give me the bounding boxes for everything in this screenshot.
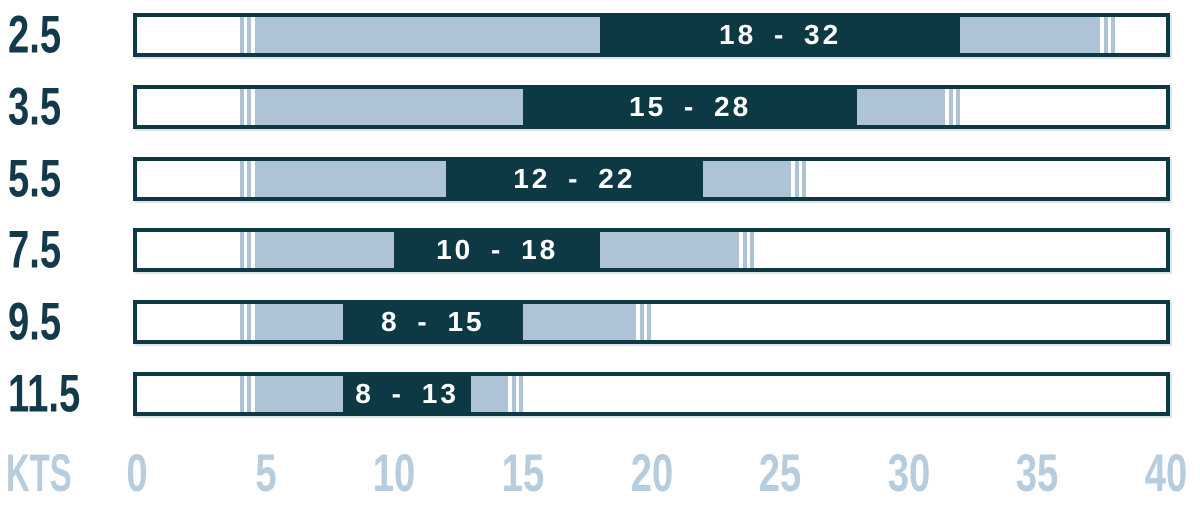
axis-tick: 25 — [758, 444, 802, 503]
ideal-range-label: 18 - 32 — [719, 19, 842, 50]
wind-range-bar: 8 - 15 — [133, 300, 1170, 344]
sail-row: 2.5 18 - 32 — [0, 9, 1200, 62]
sail-size-label: 9.5 — [8, 296, 82, 349]
x-axis: KTS 0 5 10 15 20 25 30 35 40 — [0, 443, 1200, 505]
wind-range-bar: 10 - 18 — [133, 228, 1170, 272]
sail-size-label: 5.5 — [8, 153, 82, 206]
ideal-range-label: 15 - 28 — [629, 91, 752, 122]
sail-row: 11.5 8 - 13 — [0, 368, 1200, 421]
ideal-range-band: 12 - 22 — [445, 161, 703, 197]
sail-size-text: 11.5 — [8, 364, 81, 424]
sail-row: 9.5 8 - 15 — [0, 296, 1200, 349]
sail-size-label: 3.5 — [8, 81, 82, 134]
wind-range-bar: 15 - 28 — [133, 85, 1170, 129]
axis-tick: 40 — [1144, 444, 1188, 503]
sail-size-text: 7.5 — [8, 220, 62, 280]
ideal-range-band: 8 - 15 — [342, 304, 523, 340]
ideal-range-band: 18 - 32 — [600, 17, 961, 53]
wind-range-bar: 18 - 32 — [133, 13, 1170, 57]
sail-size-label: 2.5 — [8, 9, 82, 62]
ideal-range-band: 15 - 28 — [522, 89, 858, 125]
axis-tick: 15 — [501, 444, 545, 503]
wind-range-bar: 8 - 13 — [133, 372, 1170, 416]
sail-row: 7.5 10 - 18 — [0, 224, 1200, 277]
axis-tick: 5 — [255, 444, 277, 503]
axis-unit-label: KTS — [6, 444, 72, 503]
axis-tick: 20 — [630, 444, 673, 503]
axis-tick: 35 — [1016, 444, 1059, 503]
sail-size-label: 7.5 — [8, 224, 82, 277]
wind-range-bar: 12 - 22 — [133, 157, 1170, 201]
ideal-range-band: 10 - 18 — [394, 232, 601, 268]
sail-size-text: 3.5 — [8, 77, 62, 137]
ideal-range-label: 10 - 18 — [436, 234, 559, 265]
axis-tick: 0 — [126, 444, 148, 503]
ideal-range-label: 12 - 22 — [513, 163, 636, 194]
sail-size-text: 5.5 — [8, 149, 62, 209]
axis-tick: 30 — [887, 444, 930, 503]
sail-size-text: 2.5 — [8, 5, 62, 65]
sail-size-label: 11.5 — [8, 368, 108, 421]
axis-tick: 10 — [373, 444, 416, 503]
sail-size-text: 9.5 — [8, 292, 62, 352]
ideal-range-label: 8 - 15 — [381, 306, 485, 337]
sail-row: 5.5 12 - 22 — [0, 153, 1200, 206]
sail-row: 3.5 15 - 28 — [0, 81, 1200, 134]
ideal-range-band: 8 - 13 — [342, 376, 472, 412]
ideal-range-label: 8 - 13 — [355, 378, 459, 409]
